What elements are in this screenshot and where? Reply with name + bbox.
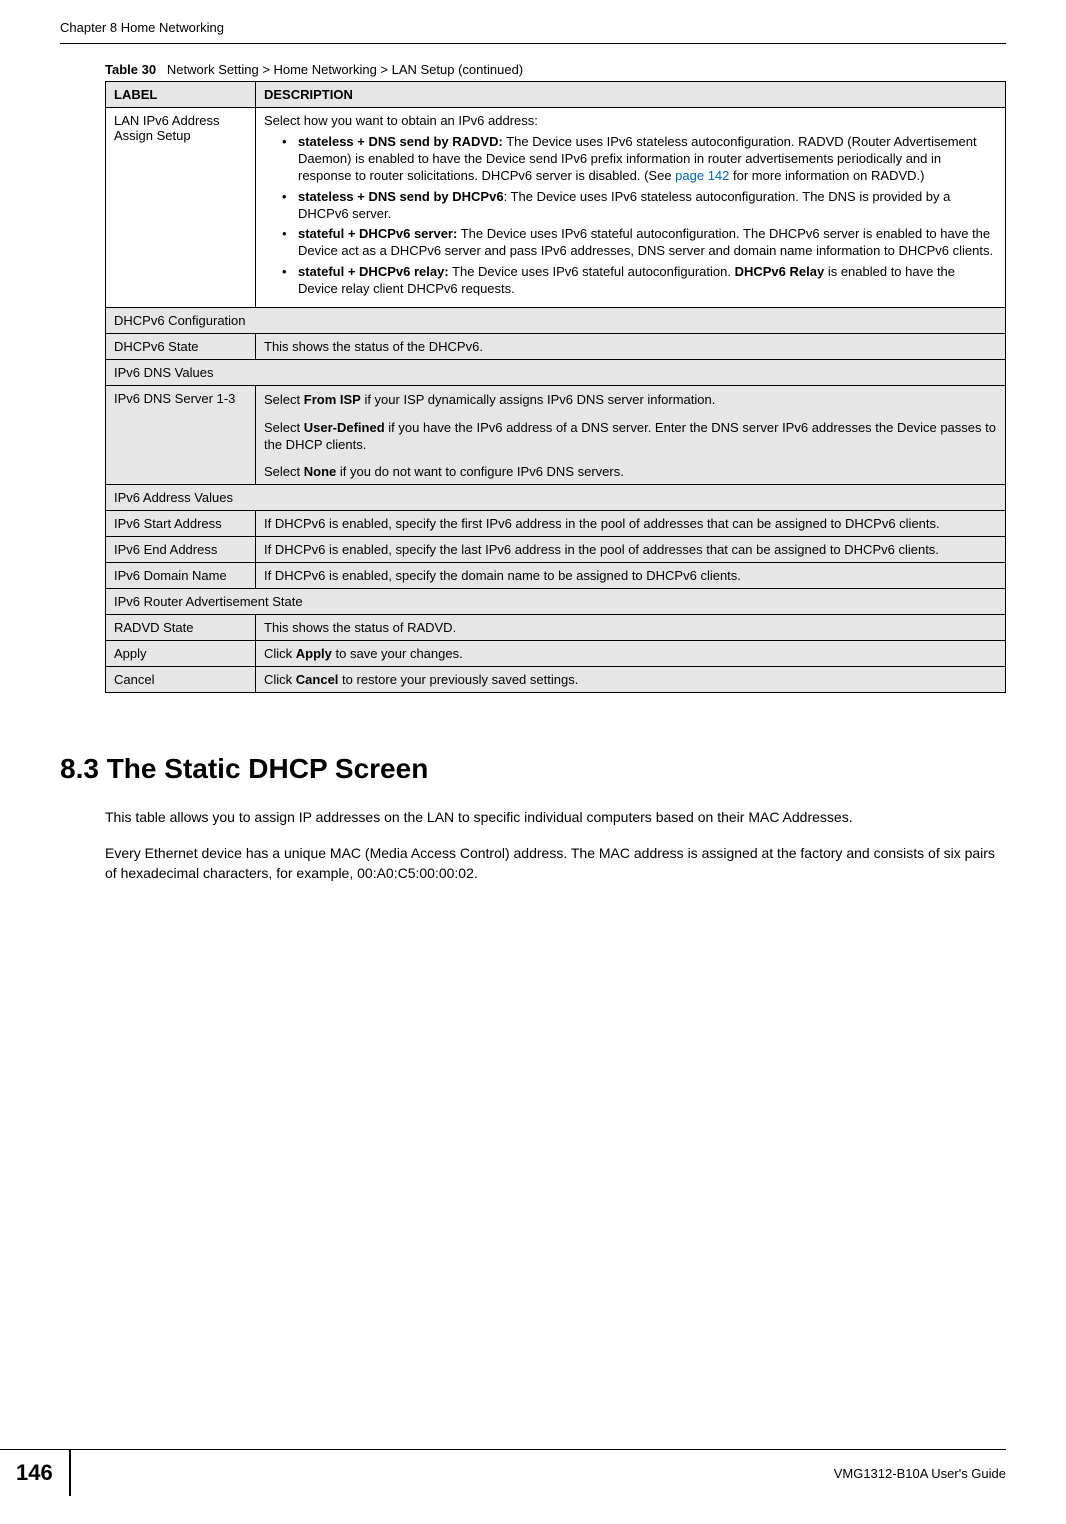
table-section-row: DHCPv6 Configuration <box>106 308 1006 334</box>
cell-label: IPv6 End Address <box>106 536 256 562</box>
chapter-header: Chapter 8 Home Networking <box>60 20 1006 44</box>
desc-para: Select From ISP if your ISP dynamically … <box>264 391 997 409</box>
cell-label: DHCPv6 State <box>106 334 256 360</box>
section-cell: DHCPv6 Configuration <box>106 308 1006 334</box>
table-caption-text: Network Setting > Home Networking > LAN … <box>167 62 523 77</box>
section-heading: 8.3 The Static DHCP Screen <box>60 753 1006 785</box>
text: Click <box>264 672 296 687</box>
body-paragraph: This table allows you to assign IP addre… <box>105 807 1006 827</box>
table-row: RADVD State This shows the status of RAD… <box>106 614 1006 640</box>
cell-description: This shows the status of the DHCPv6. <box>256 334 1006 360</box>
cell-label: LAN IPv6 Address Assign Setup <box>106 108 256 308</box>
cell-description: Select how you want to obtain an IPv6 ad… <box>256 108 1006 308</box>
bold-text: User-Defined <box>304 420 385 435</box>
bold-text: Cancel <box>296 672 339 687</box>
bullet-bold: stateless + DNS send by RADVD: <box>298 134 503 149</box>
text: if you do not want to configure IPv6 DNS… <box>336 464 624 479</box>
table-section-row: IPv6 Router Advertisement State <box>106 588 1006 614</box>
table-row: IPv6 End Address If DHCPv6 is enabled, s… <box>106 536 1006 562</box>
table-caption-number: Table 30 <box>105 62 156 77</box>
table-row: Cancel Click Cancel to restore your prev… <box>106 666 1006 692</box>
text: Select <box>264 420 304 435</box>
page-footer: 146 VMG1312-B10A User's Guide <box>0 1449 1066 1496</box>
cell-description: This shows the status of RADVD. <box>256 614 1006 640</box>
bullet-bold: stateful + DHCPv6 relay: <box>298 264 449 279</box>
cell-label: Apply <box>106 640 256 666</box>
col-header-label: LABEL <box>106 82 256 108</box>
bullet-text: for more information on RADVD.) <box>729 168 924 183</box>
list-item: stateful + DHCPv6 server: The Device use… <box>282 226 997 260</box>
bullet-bold: stateful + DHCPv6 server: <box>298 226 457 241</box>
guide-title: VMG1312-B10A User's Guide <box>71 1466 1006 1481</box>
table-section-row: IPv6 Address Values <box>106 484 1006 510</box>
cell-description: If DHCPv6 is enabled, specify the domain… <box>256 562 1006 588</box>
chapter-title: Chapter 8 Home Networking <box>60 20 1006 35</box>
table-row: LAN IPv6 Address Assign Setup Select how… <box>106 108 1006 308</box>
table-row: Apply Click Apply to save your changes. <box>106 640 1006 666</box>
cell-label: IPv6 DNS Server 1-3 <box>106 386 256 485</box>
lan-ipv6-list: stateless + DNS send by RADVD: The Devic… <box>264 134 997 298</box>
desc-para: Select User-Defined if you have the IPv6… <box>264 419 997 454</box>
text: Click <box>264 646 296 661</box>
table-section-row: IPv6 DNS Values <box>106 360 1006 386</box>
text: Select <box>264 464 304 479</box>
text: Select <box>264 392 304 407</box>
text: to restore your previously saved setting… <box>338 672 578 687</box>
lan-ipv6-intro: Select how you want to obtain an IPv6 ad… <box>264 113 997 128</box>
body-paragraph: Every Ethernet device has a unique MAC (… <box>105 843 1006 884</box>
page-number: 146 <box>0 1450 71 1496</box>
list-item: stateless + DNS send by RADVD: The Devic… <box>282 134 997 185</box>
cell-description: If DHCPv6 is enabled, specify the last I… <box>256 536 1006 562</box>
cell-label: IPv6 Start Address <box>106 510 256 536</box>
lan-setup-table: LABEL DESCRIPTION LAN IPv6 Address Assig… <box>105 81 1006 693</box>
table-caption: Table 30 Network Setting > Home Networki… <box>105 62 1006 77</box>
bold-text: Apply <box>296 646 332 661</box>
list-item: stateful + DHCPv6 relay: The Device uses… <box>282 264 997 298</box>
cell-label: RADVD State <box>106 614 256 640</box>
cell-description: If DHCPv6 is enabled, specify the first … <box>256 510 1006 536</box>
bold-text: None <box>304 464 337 479</box>
text: if your ISP dynamically assigns IPv6 DNS… <box>361 392 716 407</box>
col-header-description: DESCRIPTION <box>256 82 1006 108</box>
footer-row: 146 VMG1312-B10A User's Guide <box>0 1450 1006 1496</box>
bold-text: From ISP <box>304 392 361 407</box>
table-header-row: LABEL DESCRIPTION <box>106 82 1006 108</box>
page-link[interactable]: page 142 <box>675 168 729 183</box>
cell-description: Select From ISP if your ISP dynamically … <box>256 386 1006 485</box>
table-row: IPv6 Start Address If DHCPv6 is enabled,… <box>106 510 1006 536</box>
desc-para: Select None if you do not want to config… <box>264 464 997 479</box>
table-row: IPv6 DNS Server 1-3 Select From ISP if y… <box>106 386 1006 485</box>
table-row: IPv6 Domain Name If DHCPv6 is enabled, s… <box>106 562 1006 588</box>
section-cell: IPv6 Router Advertisement State <box>106 588 1006 614</box>
header-rule <box>60 43 1006 44</box>
bullet-text: The Device uses IPv6 stateful autoconfig… <box>449 264 735 279</box>
section-cell: IPv6 Address Values <box>106 484 1006 510</box>
list-item: stateless + DNS send by DHCPv6: The Devi… <box>282 189 997 223</box>
cell-description: Click Apply to save your changes. <box>256 640 1006 666</box>
cell-label: IPv6 Domain Name <box>106 562 256 588</box>
table-row: DHCPv6 State This shows the status of th… <box>106 334 1006 360</box>
text: to save your changes. <box>332 646 463 661</box>
page: Chapter 8 Home Networking Table 30 Netwo… <box>0 0 1066 1524</box>
bullet-bold: DHCPv6 Relay <box>735 264 825 279</box>
bullet-bold: stateless + DNS send by DHCPv6 <box>298 189 504 204</box>
cell-label: Cancel <box>106 666 256 692</box>
section-cell: IPv6 DNS Values <box>106 360 1006 386</box>
cell-description: Click Cancel to restore your previously … <box>256 666 1006 692</box>
